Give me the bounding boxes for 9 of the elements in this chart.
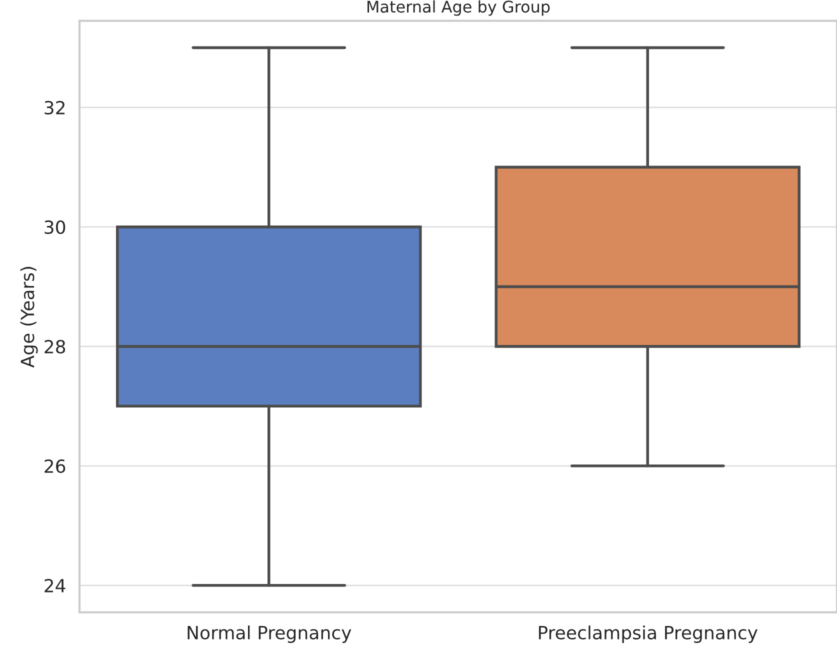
y-tick-label: 32 (44, 100, 65, 115)
y-axis-title: Age (Years) (20, 266, 38, 368)
y-tick-label: 28 (44, 340, 66, 354)
y-tick-label: 30 (44, 220, 66, 234)
x-tick-label: Preeclampsia Pregnancy (538, 625, 758, 643)
y-tick-label: 24 (44, 578, 66, 592)
y-tick-label: 26 (44, 459, 66, 474)
chart-title: Maternal Age by Group (368, 0, 550, 16)
x-tick-label: Normal Pregnancy (188, 625, 352, 643)
